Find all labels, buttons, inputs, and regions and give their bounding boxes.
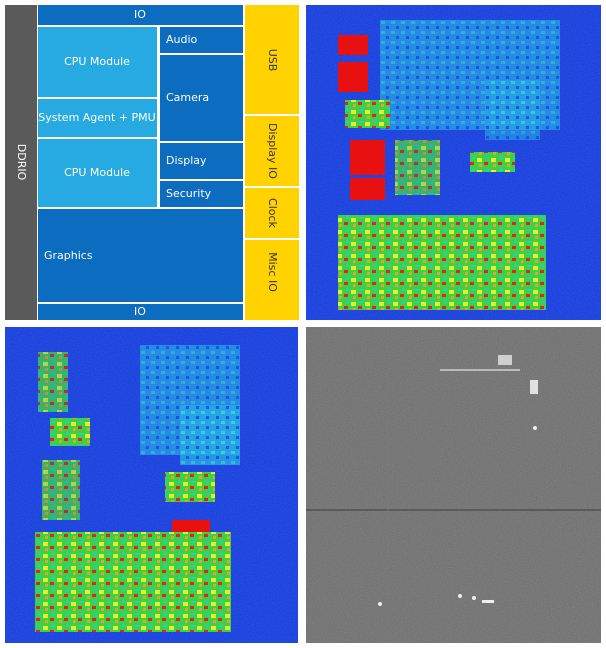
thermal-map-top [306, 5, 601, 320]
clock-block [245, 188, 299, 238]
security-label: Security [166, 187, 212, 200]
usb-block [245, 5, 299, 114]
cpu-label: CPU Module [64, 55, 130, 68]
security-block [160, 181, 243, 207]
misc-io-label: Misc IO [266, 252, 279, 292]
system-agent-label: System Agent + PMU [38, 111, 155, 124]
display-io-block [245, 116, 299, 186]
cpu-block [38, 27, 157, 97]
cpu-block [38, 139, 157, 207]
system-agent-block [38, 99, 157, 137]
emission-image [306, 327, 601, 643]
io-bottom-block [38, 304, 243, 320]
misc-io-block [245, 240, 299, 320]
io-bottom-label: IO [134, 305, 146, 318]
io-top-label: IO [134, 8, 146, 21]
cpu-label: CPU Module [64, 166, 130, 179]
clock-label: Clock [266, 198, 279, 229]
ddrio-block [5, 5, 37, 320]
audio-label: Audio [166, 33, 198, 46]
display-label: Display [166, 154, 207, 167]
audio-block [160, 27, 243, 53]
camera-label: Camera [166, 91, 209, 104]
thermal-map-bottom [5, 327, 298, 643]
graphics-block [38, 209, 243, 302]
graphics-label: Graphics [44, 249, 93, 262]
display-io-label: Display IO [266, 123, 279, 179]
floorplan: DDRIO IO CPU Module System Agent + PMU C… [5, 5, 299, 320]
usb-label: USB [266, 49, 279, 72]
display-block [160, 143, 243, 179]
camera-block [160, 55, 243, 141]
ddrio-label: DDRIO [15, 144, 28, 181]
io-top-block [38, 5, 243, 25]
